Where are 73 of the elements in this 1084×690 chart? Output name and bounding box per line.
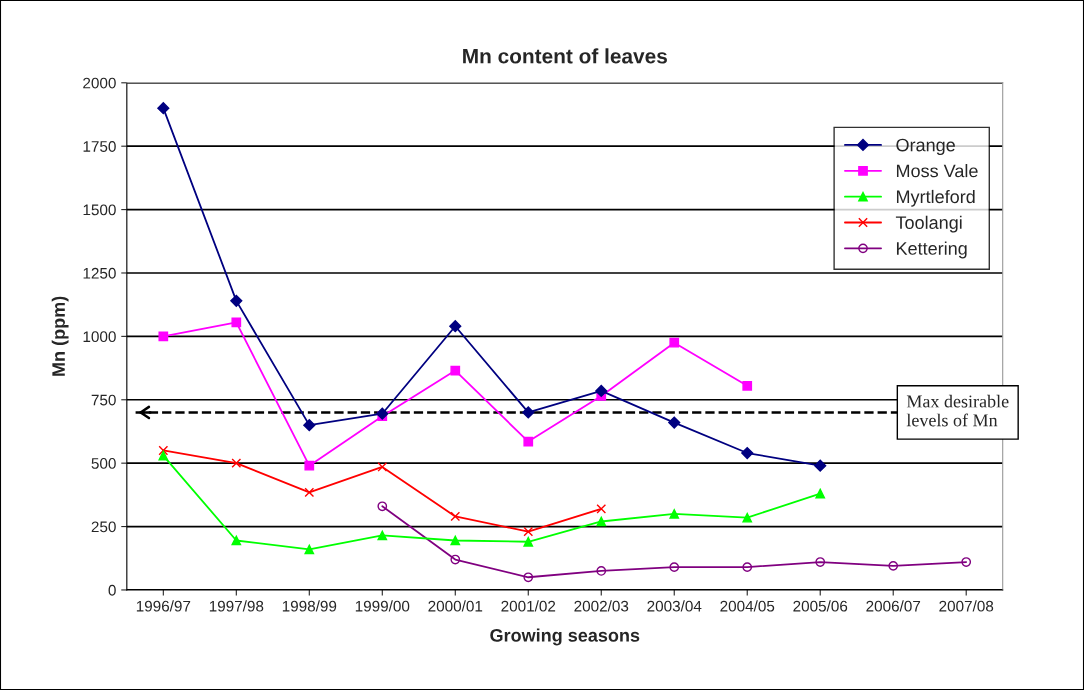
y-axis-title: Mn (ppm) <box>51 296 69 376</box>
point <box>742 562 753 572</box>
point <box>230 294 243 307</box>
ref-line-label: Max desirable levels of Mn <box>906 394 1009 427</box>
y-tick-label: 1000 <box>83 331 116 343</box>
point <box>669 562 680 572</box>
point <box>815 557 826 567</box>
y-tick-label: 1500 <box>83 204 116 216</box>
point <box>450 511 461 522</box>
point <box>158 450 169 461</box>
point <box>596 503 607 514</box>
legend-label: Moss Vale <box>896 164 978 178</box>
point <box>596 516 607 527</box>
y-tick-label: 1750 <box>83 141 116 152</box>
x-tick-label: 1999/00 <box>355 600 410 612</box>
point <box>814 459 827 472</box>
point <box>669 337 680 348</box>
x-tick-label: 2005/06 <box>793 600 848 612</box>
point <box>158 445 169 456</box>
chart-title: Mn content of leaves <box>463 48 667 64</box>
point <box>231 317 242 328</box>
legend-label: Toolangi <box>895 215 962 233</box>
x-tick-label: 1997/98 <box>209 600 264 612</box>
y-tick-label: 750 <box>91 394 116 406</box>
point <box>669 509 680 519</box>
y-tick-label: 2000 <box>83 77 116 89</box>
point <box>742 380 753 391</box>
x-tick-label: 1998/99 <box>282 600 337 612</box>
point <box>961 557 972 567</box>
x-tick-label: 2003/04 <box>647 600 702 612</box>
point <box>231 535 242 546</box>
point <box>304 544 315 555</box>
point <box>595 384 608 397</box>
point <box>668 416 681 429</box>
y-tick-label: 250 <box>91 521 116 533</box>
point <box>523 572 534 583</box>
point <box>304 487 315 498</box>
point <box>377 501 388 512</box>
point <box>304 460 315 471</box>
point <box>449 320 462 333</box>
x-tick-label: 2002/03 <box>574 600 629 612</box>
point <box>158 331 169 342</box>
point <box>450 535 461 546</box>
point <box>888 560 899 571</box>
legend-label: Orange <box>896 138 955 155</box>
point <box>450 554 461 565</box>
point <box>377 462 388 472</box>
point <box>376 407 389 420</box>
point <box>450 365 461 376</box>
point <box>742 512 753 523</box>
point <box>523 536 534 547</box>
point <box>596 566 607 576</box>
legend-label: Kettering <box>896 241 967 259</box>
y-tick-label: 0 <box>108 584 116 596</box>
x-tick-label: 2001/02 <box>501 600 556 612</box>
point <box>303 419 316 432</box>
point <box>231 458 242 469</box>
point <box>522 406 535 419</box>
y-tick-label: 500 <box>91 458 116 469</box>
x-tick-label: 2004/05 <box>720 600 775 612</box>
point <box>377 530 388 541</box>
x-tick-label: 2007/08 <box>939 600 994 612</box>
point <box>523 436 534 447</box>
legend-label: Myrtleford <box>896 189 975 207</box>
point <box>741 446 754 460</box>
x-tick-label: 1996/97 <box>136 600 191 612</box>
y-tick-label: 1250 <box>83 267 116 279</box>
x-axis-title: Growing seasons <box>490 628 640 646</box>
point <box>523 526 534 537</box>
x-tick-label: 2000/01 <box>428 600 483 612</box>
point <box>815 488 826 499</box>
point <box>157 102 170 115</box>
x-tick-label: 2006/07 <box>866 600 921 612</box>
